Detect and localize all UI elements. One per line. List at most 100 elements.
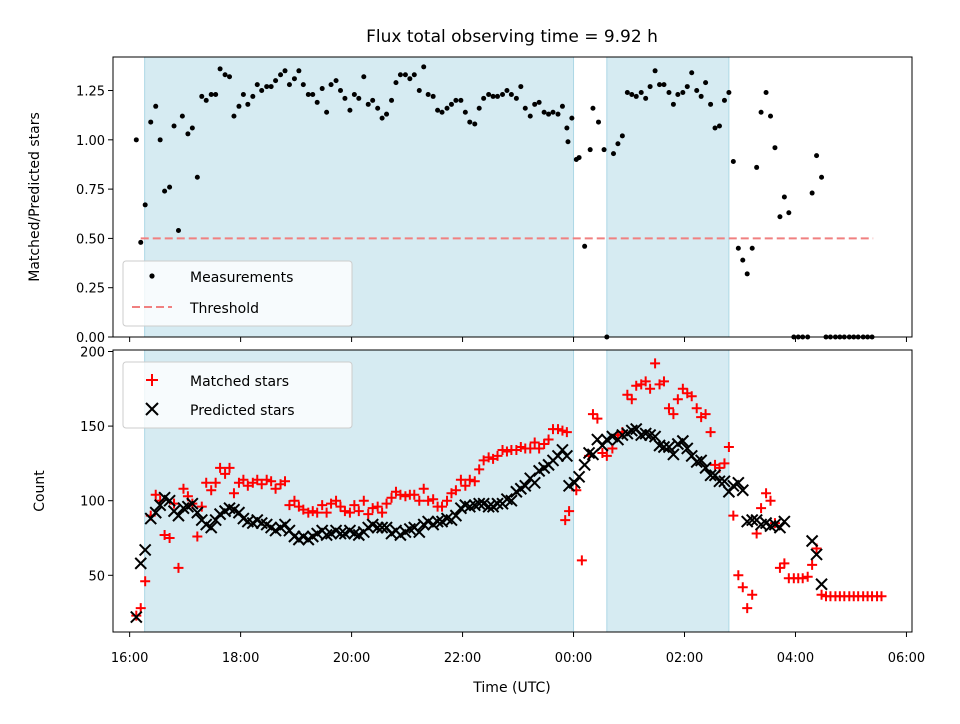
measurement-point: [689, 70, 695, 76]
x-axis-label: Time (UTC): [472, 680, 550, 696]
measurement-point: [675, 91, 681, 97]
measurement-point: [162, 188, 168, 194]
measurement-point: [259, 88, 265, 94]
count-y-ticks: 50 100 150 200: [80, 345, 113, 584]
x-tick-label: 02:00: [666, 651, 703, 666]
predicted-star-point: [205, 521, 218, 534]
matched-star-point: [658, 376, 669, 387]
matched-star-point: [266, 476, 277, 487]
predicted-star-point: [667, 448, 680, 461]
matched-star-point: [442, 495, 453, 506]
legend-measurements-marker: [149, 273, 155, 279]
measurement-point: [633, 93, 639, 99]
predicted-star-point: [736, 484, 749, 497]
measurement-point: [375, 105, 381, 111]
predicted-star-point: [676, 434, 690, 448]
matched-star-point: [169, 498, 180, 509]
measurement-point: [300, 82, 306, 88]
matched-star-point: [705, 427, 716, 438]
ratio-legend-box: [122, 260, 353, 327]
measurement-point: [809, 190, 815, 196]
measurement-point: [550, 109, 556, 115]
matched-star-point: [339, 506, 350, 517]
measurement-point: [708, 101, 714, 107]
predicted-star-point: [505, 494, 518, 507]
matched-star-point: [515, 441, 526, 452]
measurement-point: [305, 91, 311, 97]
matched-star-point: [797, 573, 808, 584]
matched-star-point: [802, 571, 813, 582]
matched-star-point: [344, 507, 355, 518]
predicted-star-point: [778, 515, 791, 528]
measurement-point: [536, 99, 542, 105]
matched-star-point: [529, 437, 540, 448]
measurement-point: [546, 111, 552, 117]
measurement-point: [590, 105, 596, 111]
predicted-star-point: [718, 475, 731, 488]
matched-star-point: [626, 394, 637, 405]
measurement-point: [619, 133, 625, 139]
measurement-point: [217, 66, 223, 72]
predicted-star-points: [130, 422, 828, 624]
matched-star-point: [386, 492, 397, 503]
predicted-star-point: [491, 497, 504, 510]
predicted-star-point: [528, 476, 541, 490]
y-tick-label: 100: [80, 495, 105, 510]
predicted-star-point: [773, 521, 787, 534]
measurement-point: [513, 95, 519, 101]
measurement-point: [661, 82, 667, 88]
measurement-point: [647, 84, 653, 90]
measurement-point: [518, 84, 524, 90]
measurement-point: [726, 89, 732, 95]
predicted-star-point: [278, 518, 292, 531]
matched-star-point: [483, 452, 494, 463]
matched-star-point: [312, 507, 323, 518]
predicted-star-point: [334, 527, 347, 540]
measurement-point: [397, 72, 403, 78]
predicted-star-point: [572, 470, 586, 484]
measurement-point: [814, 153, 820, 159]
measurement-point: [208, 91, 214, 97]
matched-star-point: [307, 506, 318, 517]
predicted-star-point: [699, 461, 712, 475]
matched-star-point: [428, 494, 439, 505]
measurement-point: [721, 97, 727, 103]
measurement-point: [142, 202, 148, 208]
measurement-point: [365, 101, 371, 107]
legend-predicted-label: Predicted stars: [190, 403, 295, 419]
predicted-star-point: [810, 548, 823, 561]
x-tick-label: 22:00: [444, 651, 481, 666]
predicted-star-point: [662, 440, 676, 454]
measurement-point: [472, 121, 478, 127]
count-legend: Matched stars Predicted stars: [122, 361, 353, 429]
legend-threshold-label: Threshold: [189, 301, 259, 317]
ratio-axes-frame: [112, 56, 913, 338]
predicted-star-point: [519, 479, 532, 492]
predicted-star-point: [375, 521, 389, 534]
measurement-point: [278, 72, 284, 78]
matched-star-point: [876, 591, 887, 602]
count-panel: 50 100 150 200 16:00 18:00 20:00 22:00 00:00 02:…: [32, 345, 925, 696]
matched-star-point: [607, 443, 618, 454]
predicted-star-point: [413, 525, 426, 539]
measurement-point: [351, 91, 357, 97]
measurement-point: [199, 93, 205, 99]
measurement-point: [555, 111, 561, 117]
measurement-point: [245, 101, 251, 107]
matched-star-point: [742, 603, 753, 614]
predicted-star-point: [596, 439, 609, 452]
y-tick-label: 50: [88, 569, 105, 584]
matched-star-point: [601, 450, 612, 461]
measurement-point: [370, 97, 376, 103]
shaded-interval-2: [606, 57, 729, 337]
matched-star-point: [372, 501, 383, 512]
measurement-point: [458, 97, 464, 103]
measurement-point: [268, 84, 274, 90]
matched-star-point: [756, 503, 767, 514]
measurement-point: [393, 80, 399, 86]
matched-star-point: [469, 476, 480, 487]
measurement-point: [273, 78, 279, 84]
predicted-star-point: [560, 449, 574, 463]
measurement-point: [698, 93, 704, 99]
measurement-point: [744, 271, 750, 277]
